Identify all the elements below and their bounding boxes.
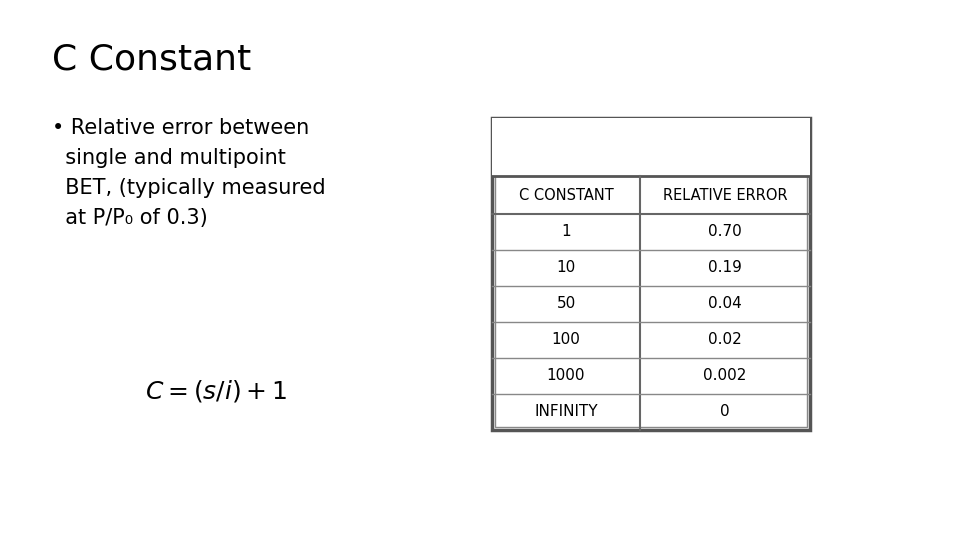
Text: COMPARISON: COMPARISON: [602, 146, 700, 161]
Text: 0.002: 0.002: [704, 368, 747, 383]
Text: at P/P₀ of 0.3): at P/P₀ of 0.3): [52, 208, 207, 228]
Text: • Relative error between: • Relative error between: [52, 118, 309, 138]
Text: 0.02: 0.02: [708, 333, 742, 348]
Text: 0.70: 0.70: [708, 225, 742, 240]
Text: 0.04: 0.04: [708, 296, 742, 312]
Bar: [495, 121, 807, 427]
Text: 0.19: 0.19: [708, 260, 742, 275]
Text: 50: 50: [557, 296, 576, 312]
Text: 1000: 1000: [547, 368, 586, 383]
Text: INFINITY: INFINITY: [534, 404, 598, 420]
Text: 100: 100: [552, 333, 581, 348]
Text: single and multipoint: single and multipoint: [52, 148, 286, 168]
Text: C Constant: C Constant: [52, 42, 252, 76]
Bar: [492, 118, 810, 176]
Text: 1: 1: [562, 225, 571, 240]
Text: 10: 10: [557, 260, 576, 275]
Text: RELATIVE ERROR: RELATIVE ERROR: [662, 187, 787, 202]
Text: SINGLE POINT/ MULTIPOINT: SINGLE POINT/ MULTIPOINT: [552, 128, 751, 143]
Text: C CONSTANT: C CONSTANT: [518, 187, 613, 202]
Text: $C = ( s / i ) + 1$: $C = ( s / i ) + 1$: [145, 378, 287, 404]
Text: 0: 0: [720, 404, 730, 420]
Bar: [492, 118, 810, 430]
Text: BET, (typically measured: BET, (typically measured: [52, 178, 325, 198]
